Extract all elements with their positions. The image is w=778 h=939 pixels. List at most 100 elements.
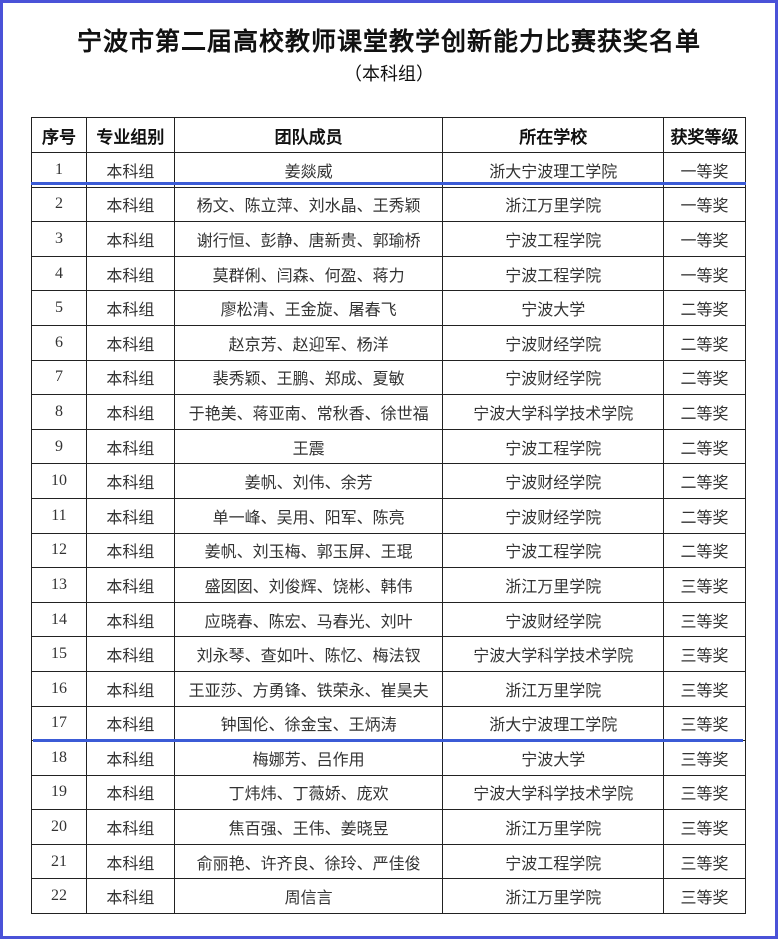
cell-group: 本科组 (85, 186, 175, 223)
cell-members: 钟国伦、徐金宝、王炳涛 (173, 705, 444, 742)
cell-index: 6 (31, 324, 87, 361)
cell-index: 17 (31, 705, 87, 742)
cell-group: 本科组 (85, 497, 175, 534)
cell-members: 杨文、陈立萍、刘水晶、王秀颖 (173, 186, 444, 223)
cell-members: 王震 (173, 428, 444, 465)
cell-group: 本科组 (85, 705, 175, 742)
cell-index: 22 (31, 878, 87, 915)
cell-members: 梅娜芳、吕作用 (173, 740, 444, 776)
cell-group: 本科组 (85, 636, 175, 672)
header-award: 获奖等级 (663, 117, 746, 153)
cell-school: 宁波大学 (442, 290, 665, 326)
awards-table: 序号 专业组别 团队成员 所在学校 获奖等级 1 本科组 姜燚威 浙大宁波理工学院 一等… (31, 117, 746, 915)
cell-award: 二等奖 (663, 428, 746, 465)
table-row: 8 本科组 于艳美、蒋亚南、常秋香、徐世福 宁波大学科学技术学院 二等奖 (31, 394, 746, 430)
table-row: 2 本科组 杨文、陈立萍、刘水晶、王秀颖 浙江万里学院 一等奖 (31, 186, 746, 223)
cell-group: 本科组 (85, 255, 175, 292)
cell-school: 宁波财经学院 (442, 324, 665, 361)
table-row: 10 本科组 姜帆、刘伟、余芳 宁波财经学院 二等奖 (31, 463, 746, 499)
cell-members: 盛囡囡、刘俊辉、饶彬、韩伟 (173, 567, 444, 603)
cell-index: 14 (31, 601, 87, 638)
cell-index: 9 (31, 428, 87, 465)
cell-school: 宁波大学科学技术学院 (442, 394, 665, 430)
cell-group: 本科组 (85, 670, 175, 707)
highlight-line (33, 739, 743, 742)
table-row: 4 本科组 莫群俐、闫森、何盈、蒋力 宁波工程学院 一等奖 (31, 255, 746, 292)
cell-members: 周信言 (173, 878, 444, 915)
cell-index: 13 (31, 567, 87, 603)
cell-school: 宁波工程学院 (442, 532, 665, 569)
cell-members: 刘永琴、查如叶、陈忆、梅法钗 (173, 636, 444, 672)
cell-members: 单一峰、吴用、阳军、陈亮 (173, 497, 444, 534)
table-row: 22 本科组 周信言 浙江万里学院 三等奖 (31, 878, 746, 915)
page-title: 宁波市第二届高校教师课堂教学创新能力比赛获奖名单 (76, 29, 701, 56)
cell-group: 本科组 (85, 290, 175, 326)
cell-school: 宁波大学 (442, 740, 665, 776)
cell-group: 本科组 (85, 428, 175, 465)
cell-members: 廖松清、王金旋、屠春飞 (173, 290, 444, 326)
cell-school: 浙江万里学院 (442, 186, 665, 223)
cell-members: 赵京芳、赵迎军、杨洋 (173, 324, 444, 361)
table-row: 20 本科组 焦百强、王伟、姜晓昱 浙江万里学院 三等奖 (31, 809, 746, 845)
cell-members: 应晓春、陈宏、马春光、刘叶 (173, 601, 444, 638)
cell-index: 15 (31, 636, 87, 672)
cell-school: 宁波大学科学技术学院 (442, 774, 665, 811)
cell-members: 于艳美、蒋亚南、常秋香、徐世福 (173, 394, 444, 430)
table-row: 18 本科组 梅娜芳、吕作用 宁波大学 三等奖 (31, 740, 746, 776)
cell-index: 12 (31, 532, 87, 569)
cell-award: 二等奖 (663, 463, 746, 499)
cell-members: 莫群俐、闫森、何盈、蒋力 (173, 255, 444, 292)
cell-award: 三等奖 (663, 740, 746, 776)
cell-school: 宁波工程学院 (442, 255, 665, 292)
cell-school: 宁波工程学院 (442, 221, 665, 257)
table-header-row: 序号 专业组别 团队成员 所在学校 获奖等级 (31, 117, 746, 153)
cell-index: 16 (31, 670, 87, 707)
cell-award: 三等奖 (663, 567, 746, 603)
cell-award: 二等奖 (663, 290, 746, 326)
highlight-line (31, 182, 746, 185)
cell-school: 浙江万里学院 (442, 567, 665, 603)
cell-award: 二等奖 (663, 497, 746, 534)
cell-award: 三等奖 (663, 636, 746, 672)
table-row: 9 本科组 王震 宁波工程学院 二等奖 (31, 428, 746, 465)
cell-index: 5 (31, 290, 87, 326)
cell-school: 浙大宁波理工学院 (442, 152, 665, 188)
table-row: 17 本科组 钟国伦、徐金宝、王炳涛 浙大宁波理工学院 三等奖 (31, 705, 746, 742)
cell-group: 本科组 (85, 463, 175, 499)
cell-award: 二等奖 (663, 394, 746, 430)
cell-group: 本科组 (85, 740, 175, 776)
header-group: 专业组别 (85, 117, 175, 153)
table-row: 7 本科组 裴秀颖、王鹏、郑成、夏敏 宁波财经学院 二等奖 (31, 359, 746, 396)
table-row: 16 本科组 王亚莎、方勇锋、铁荣永、崔昊夫 浙江万里学院 三等奖 (31, 670, 746, 707)
cell-index: 11 (31, 497, 87, 534)
table-row: 6 本科组 赵京芳、赵迎军、杨洋 宁波财经学院 二等奖 (31, 324, 746, 361)
cell-school: 宁波财经学院 (442, 463, 665, 499)
cell-group: 本科组 (85, 809, 175, 845)
cell-school: 宁波工程学院 (442, 843, 665, 880)
cell-award: 二等奖 (663, 532, 746, 569)
cell-award: 三等奖 (663, 809, 746, 845)
cell-award: 三等奖 (663, 774, 746, 811)
cell-group: 本科组 (85, 532, 175, 569)
table-row: 21 本科组 俞丽艳、许齐良、徐玲、严佳俊 宁波工程学院 三等奖 (31, 843, 746, 880)
cell-award: 一等奖 (663, 221, 746, 257)
header-index: 序号 (31, 117, 87, 153)
cell-award: 三等奖 (663, 705, 746, 742)
cell-members: 焦百强、王伟、姜晓昱 (173, 809, 444, 845)
cell-group: 本科组 (85, 774, 175, 811)
table-row: 14 本科组 应晓春、陈宏、马春光、刘叶 宁波财经学院 三等奖 (31, 601, 746, 638)
cell-index: 19 (31, 774, 87, 811)
cell-award: 三等奖 (663, 601, 746, 638)
cell-index: 7 (31, 359, 87, 396)
table-row: 15 本科组 刘永琴、查如叶、陈忆、梅法钗 宁波大学科学技术学院 三等奖 (31, 636, 746, 672)
cell-award: 一等奖 (663, 255, 746, 292)
cell-members: 谢行恒、彭静、唐新贵、郭瑜桥 (173, 221, 444, 257)
cell-group: 本科组 (85, 843, 175, 880)
cell-school: 宁波财经学院 (442, 497, 665, 534)
cell-members: 俞丽艳、许齐良、徐玲、严佳俊 (173, 843, 444, 880)
page-subtitle: （本科组） (344, 64, 434, 84)
cell-index: 4 (31, 255, 87, 292)
cell-members: 姜帆、刘玉梅、郭玉屏、王琨 (173, 532, 444, 569)
cell-index: 8 (31, 394, 87, 430)
